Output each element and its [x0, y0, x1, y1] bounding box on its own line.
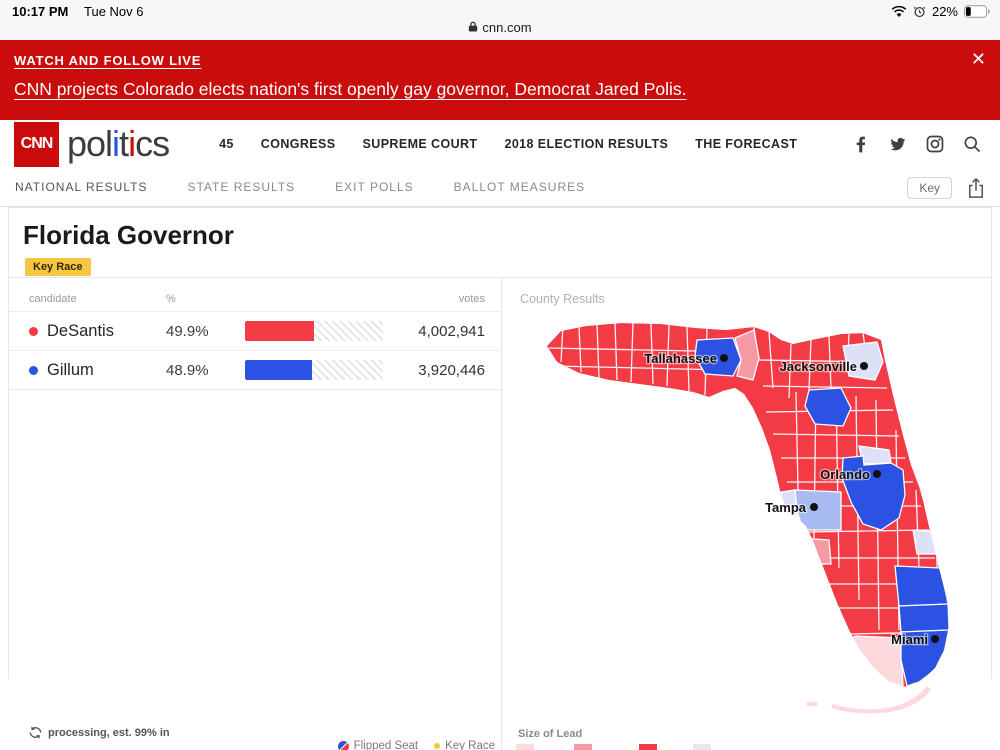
lead-swatch-strong — [639, 744, 657, 750]
subnav-national-results[interactable]: NATIONAL RESULTS — [15, 180, 148, 194]
logo-part-red-i: i — [128, 123, 136, 164]
battery-icon — [964, 5, 990, 18]
lead-swatch-light — [516, 744, 534, 750]
nav-item-supreme-court[interactable]: SUPREME COURT — [362, 137, 478, 151]
lead-swatch-none — [693, 744, 711, 750]
city-dot-jacksonville — [860, 362, 868, 370]
subnav-state-results[interactable]: STATE RESULTS — [187, 180, 296, 194]
party-dot-republican — [29, 326, 38, 336]
vote-share-bar — [245, 321, 383, 341]
race-card: Florida Governor Key Race candidate % vo… — [8, 207, 992, 750]
candidate-votes: 3,920,446 — [418, 361, 485, 379]
candidate-votes: 4,002,941 — [418, 322, 485, 340]
cnn-logo[interactable]: CNN — [14, 121, 59, 167]
table-row-desantis: DeSantis 49.9% 4,002,941 — [9, 312, 501, 351]
size-of-lead-swatches — [502, 744, 991, 750]
alarm-clock-icon — [913, 6, 926, 18]
column-header-candidate: candidate — [29, 292, 77, 305]
race-legend: Flipped Seat Key Race — [337, 740, 495, 750]
logo-part: t — [119, 123, 129, 164]
browser-url-bar[interactable]: cnn.com — [0, 20, 1000, 35]
results-subnav: NATIONAL RESULTS STATE RESULTS EXIT POLL… — [0, 168, 1000, 207]
nav-item-congress[interactable]: CONGRESS — [260, 137, 336, 151]
status-date: Tue Nov 6 — [84, 4, 144, 19]
lead-swatch-medium — [574, 744, 592, 750]
search-icon[interactable] — [962, 134, 982, 154]
county-shapes — [694, 329, 949, 687]
table-row-gillum: Gillum 48.9% 3,920,446 — [9, 351, 501, 390]
key-race-badge: Key Race — [25, 258, 91, 276]
banner-kicker-link[interactable]: WATCH AND FOLLOW LIVE — [14, 53, 202, 68]
status-text: processing, est. 99% in — [48, 726, 170, 739]
florida-county-map[interactable]: Tallahassee Jacksonville Orlando Tampa M… — [511, 300, 1000, 720]
city-dot-orlando — [873, 470, 881, 478]
logo-part-blue-i: i — [112, 123, 120, 164]
vote-share-bar — [245, 360, 383, 380]
instagram-icon[interactable] — [925, 134, 945, 154]
flipped-seat-label: Flipped Seat — [353, 740, 419, 750]
city-label-jacksonville: Jacksonville — [780, 359, 857, 374]
size-of-lead-label: Size of Lead — [518, 728, 583, 740]
nav-item-the-forecast[interactable]: THE FORECAST — [695, 137, 798, 151]
city-label-orlando: Orlando — [820, 467, 870, 482]
nav-item-2018-election-results[interactable]: 2018 ELECTION RESULTS — [504, 137, 669, 151]
candidate-percent: 48.9% — [166, 361, 209, 379]
city-label-tallahassee: Tallahassee — [644, 351, 717, 366]
share-icon[interactable] — [966, 177, 986, 199]
results-panel: candidate % votes DeSantis 49.9% 4,002,9… — [9, 278, 501, 750]
key-race-label: Key Race — [445, 740, 495, 750]
flipped-seat-icon — [337, 740, 349, 750]
vote-share-bar-fill — [245, 360, 313, 380]
logo-part: pol — [67, 123, 113, 164]
url-text: cnn.com — [482, 20, 532, 35]
battery-percent: 22% — [931, 4, 958, 19]
city-label-miami: Miami — [891, 632, 928, 647]
county-results-label: County Results — [520, 292, 605, 306]
column-header-votes: votes — [458, 292, 485, 305]
florida-keys — [831, 686, 931, 714]
page-title: Florida Governor — [23, 220, 234, 250]
ipad-status-bar: 10:17 PM Tue Nov 6 cnn.com 22% — [0, 0, 1000, 40]
key-race-icon — [434, 743, 441, 749]
key-button[interactable]: Key — [907, 176, 952, 199]
status-time: 10:17 PM — [12, 4, 69, 19]
column-header-percent: % — [166, 292, 176, 305]
florida-keys-islet — [806, 701, 818, 707]
primary-nav: 45 CONGRESS SUPREME COURT 2018 ELECTION … — [219, 137, 797, 151]
wifi-icon — [891, 5, 907, 17]
subnav-exit-polls[interactable]: EXIT POLLS — [335, 180, 414, 194]
vote-share-bar-fill — [245, 321, 314, 341]
table-header-row: candidate % votes — [9, 286, 501, 312]
status-time-date: 10:17 PM Tue Nov 6 — [12, 4, 144, 19]
city-label-tampa: Tampa — [765, 500, 807, 515]
lock-icon — [469, 21, 478, 32]
map-city-labels: Tallahassee Jacksonville Orlando Tampa M… — [643, 350, 939, 648]
nav-item-45[interactable]: 45 — [219, 137, 234, 151]
county-map-panel: County Results — [501, 278, 991, 750]
city-dot-miami — [931, 635, 939, 643]
precincts-status: processing, est. 99% in — [29, 726, 170, 739]
site-header: CNN politics 45 CONGRESS SUPREME COURT 2… — [0, 120, 1000, 168]
banner-headline-link[interactable]: CNN projects Colorado elects nation's fi… — [14, 79, 687, 99]
banner-close-button[interactable]: ✕ — [970, 49, 986, 69]
city-dot-tallahassee — [720, 354, 728, 362]
candidate-name: Gillum — [47, 360, 94, 379]
facebook-icon[interactable] — [851, 135, 870, 154]
party-dot-democrat — [29, 365, 38, 375]
candidate-percent: 49.9% — [166, 322, 209, 340]
city-dot-tampa — [810, 503, 818, 511]
breaking-news-banner: WATCH AND FOLLOW LIVE CNN projects Color… — [0, 40, 1000, 120]
subnav-ballot-measures[interactable]: BALLOT MEASURES — [453, 180, 586, 194]
logo-part: cs — [135, 123, 170, 164]
refresh-icon[interactable] — [29, 726, 42, 739]
candidate-name: DeSantis — [47, 321, 114, 340]
twitter-icon[interactable] — [887, 135, 908, 154]
politics-logotype[interactable]: politics — [67, 123, 170, 164]
